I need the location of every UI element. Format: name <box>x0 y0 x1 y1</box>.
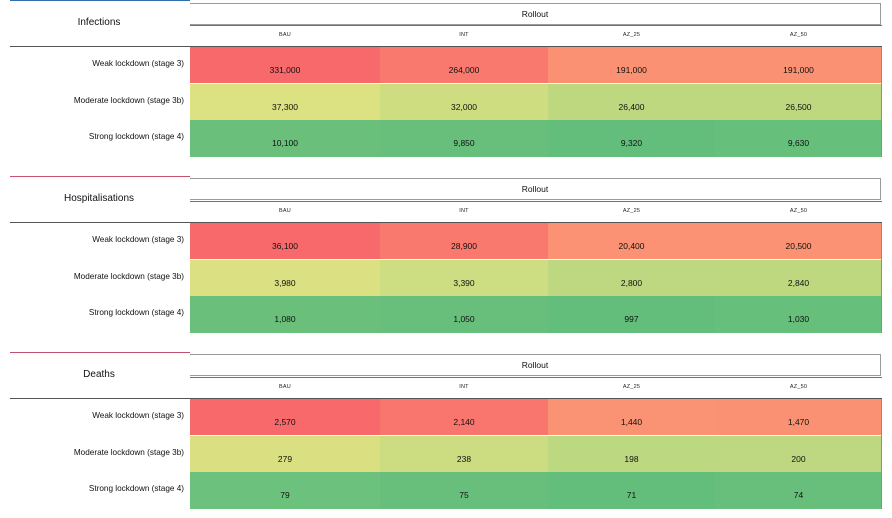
heat-cell: 198 <box>548 436 715 472</box>
column-header: BAU <box>279 208 291 214</box>
column-header: AZ_50 <box>789 384 808 390</box>
heat-cell: 2,840 <box>715 260 882 296</box>
heat-cell: 37,300 <box>190 84 380 120</box>
table-title: Infections <box>77 17 121 28</box>
heat-cell: 264,000 <box>380 47 548 83</box>
heat-cell: 1,440 <box>548 399 715 435</box>
column-header: AZ_50 <box>789 208 808 214</box>
header-rule <box>190 201 882 202</box>
heat-cell: 2,800 <box>548 260 715 296</box>
heat-cell: 1,030 <box>715 296 882 333</box>
row-label: Weak lockdown (stage 3) <box>92 59 184 68</box>
column-header: BAU <box>279 32 291 38</box>
column-header: AZ_25 <box>622 384 641 390</box>
body-top-rule <box>10 46 882 47</box>
heat-cell: 36,100 <box>190 223 380 259</box>
heat-cell: 1,470 <box>715 399 882 435</box>
row-label: Strong lockdown (stage 4) <box>88 132 184 141</box>
heat-cell: 191,000 <box>548 47 715 83</box>
right-border <box>881 399 882 509</box>
rollout-header: Rollout <box>190 178 881 200</box>
heat-cell: 3,390 <box>380 260 548 296</box>
column-header: AZ_50 <box>789 32 808 38</box>
table-block: Deaths Rollout BAU INT AZ_25 AZ_50 Weak lockdo… <box>0 352 892 512</box>
heat-cell: 1,080 <box>190 296 380 333</box>
heat-cell: 9,850 <box>380 120 548 157</box>
heat-cell: 191,000 <box>715 47 882 83</box>
column-header: INT <box>459 32 469 38</box>
table-title: Deaths <box>83 369 115 380</box>
heat-cell: 74 <box>715 472 882 509</box>
column-header: INT <box>459 208 469 214</box>
heat-cell: 75 <box>380 472 548 509</box>
column-header: AZ_25 <box>622 208 641 214</box>
heat-cell: 997 <box>548 296 715 333</box>
column-header: AZ_25 <box>622 32 641 38</box>
heat-cell: 2,140 <box>380 399 548 435</box>
heat-cell: 71 <box>548 472 715 509</box>
header-rule <box>190 377 882 378</box>
heat-cell: 32,000 <box>380 84 548 120</box>
column-header: INT <box>459 384 469 390</box>
heat-cell: 279 <box>190 436 380 472</box>
heat-cell: 3,980 <box>190 260 380 296</box>
rollout-header: Rollout <box>190 3 881 25</box>
heat-cell: 28,900 <box>380 223 548 259</box>
row-label: Moderate lockdown (stage 3b) <box>73 272 184 281</box>
heat-cell: 238 <box>380 436 548 472</box>
body-top-rule <box>10 222 882 223</box>
right-border <box>881 47 882 157</box>
heat-cell: 1,050 <box>380 296 548 333</box>
row-label: Strong lockdown (stage 4) <box>88 308 184 317</box>
header-rule <box>190 25 882 26</box>
row-label: Moderate lockdown (stage 3b) <box>73 96 184 105</box>
column-header: BAU <box>279 384 291 390</box>
heat-cell: 26,500 <box>715 84 882 120</box>
table-block: Infections Rollout BAU INT AZ_25 AZ_50 Weak lo… <box>0 0 892 160</box>
heat-cell: 79 <box>190 472 380 509</box>
heat-cell: 200 <box>715 436 882 472</box>
row-label: Weak lockdown (stage 3) <box>92 235 184 244</box>
rollout-header: Rollout <box>190 354 881 376</box>
body-top-rule <box>10 398 882 399</box>
heat-cell: 10,100 <box>190 120 380 157</box>
heat-cell: 2,570 <box>190 399 380 435</box>
row-label: Moderate lockdown (stage 3b) <box>73 448 184 457</box>
table-title: Hospitalisations <box>63 193 135 204</box>
right-border <box>881 223 882 333</box>
heat-cell: 9,320 <box>548 120 715 157</box>
accent-line <box>10 352 190 353</box>
heat-cell: 20,500 <box>715 223 882 259</box>
heat-cell: 26,400 <box>548 84 715 120</box>
accent-line <box>10 176 190 177</box>
table-block: Hospitalisations Rollout BAU INT AZ_25 AZ_50 W… <box>0 176 892 336</box>
accent-line <box>10 0 190 1</box>
row-label: Weak lockdown (stage 3) <box>92 411 184 420</box>
heat-cell: 20,400 <box>548 223 715 259</box>
heat-cell: 331,000 <box>190 47 380 83</box>
heat-cell: 9,630 <box>715 120 882 157</box>
row-label: Strong lockdown (stage 4) <box>88 484 184 493</box>
